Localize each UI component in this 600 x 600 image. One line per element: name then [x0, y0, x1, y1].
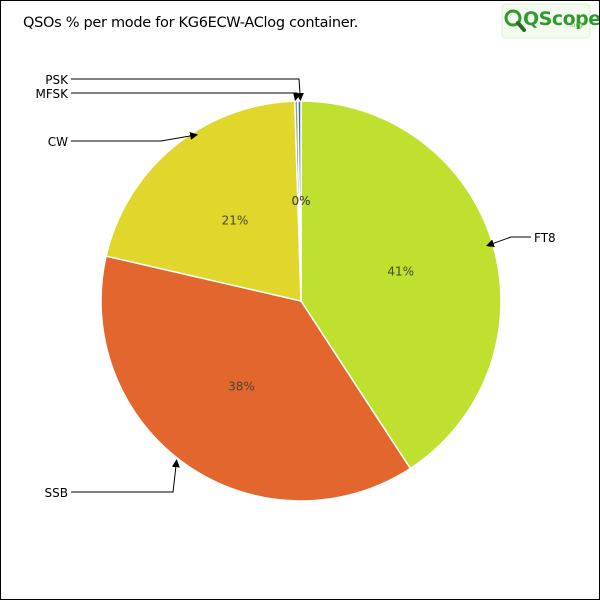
pct-label-psk: 0% — [291, 194, 310, 208]
logo-suffix: .org — [569, 21, 583, 29]
magnifier-icon — [501, 3, 591, 39]
slice-ssb — [100, 255, 412, 502]
legend-label-ssb: SSB — [45, 486, 68, 500]
pct-label-mfsk: 0% — [291, 194, 310, 208]
leader-line-mfsk — [71, 92, 301, 102]
legend-label-cw: CW — [48, 135, 68, 149]
leader-line-ssb — [71, 459, 180, 493]
qscope-logo[interactable]: QScope .org — [501, 3, 599, 39]
legend-label-ft8: FT8 — [534, 231, 556, 245]
pct-label-cw: 21% — [222, 214, 249, 228]
logo-text: QScope — [523, 8, 600, 30]
pct-label-ssb: 38% — [228, 379, 255, 393]
pct-label-ft8: 41% — [387, 264, 414, 278]
leader-line-ft8 — [486, 236, 531, 248]
legend-label-mfsk: MFSK — [35, 87, 69, 101]
leader-line-psk — [71, 78, 304, 102]
chart-title: QSOs % per mode for KG6ECW-AClog contain… — [23, 15, 359, 31]
slice-cw — [105, 100, 302, 302]
legend-label-psk: PSK — [45, 73, 69, 87]
leader-line-cw — [71, 132, 199, 142]
